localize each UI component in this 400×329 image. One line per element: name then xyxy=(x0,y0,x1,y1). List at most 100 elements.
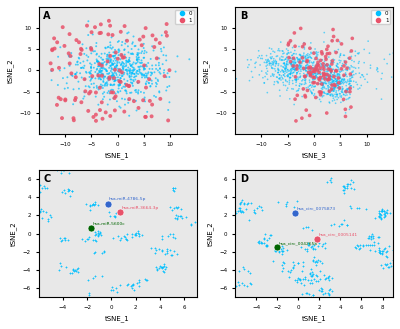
Point xyxy=(348,206,354,211)
Point xyxy=(134,80,141,86)
Point xyxy=(309,61,316,66)
Point xyxy=(332,68,338,74)
Point xyxy=(130,77,136,83)
Point xyxy=(342,89,348,94)
Point xyxy=(123,237,130,242)
Point xyxy=(346,107,353,112)
Point xyxy=(322,290,328,295)
Point xyxy=(323,74,330,79)
Point xyxy=(102,83,108,89)
Point xyxy=(122,88,128,93)
Point xyxy=(336,69,343,74)
Point xyxy=(308,66,314,71)
Point xyxy=(259,56,266,61)
Point xyxy=(375,69,381,74)
Point xyxy=(255,55,261,60)
Point xyxy=(286,75,293,81)
Point xyxy=(250,75,256,80)
Point xyxy=(284,67,291,72)
Point xyxy=(90,49,96,54)
Point xyxy=(280,245,286,251)
Point xyxy=(311,80,318,85)
Point xyxy=(328,68,334,73)
Point xyxy=(322,65,328,70)
Point xyxy=(326,100,333,106)
Point xyxy=(330,88,337,93)
Point xyxy=(335,81,341,86)
Point xyxy=(306,113,313,118)
Point xyxy=(115,53,122,58)
Point xyxy=(108,63,114,69)
Point xyxy=(120,55,126,60)
Point xyxy=(104,52,111,57)
Point xyxy=(192,220,198,225)
Point xyxy=(279,248,285,253)
Point xyxy=(118,78,124,84)
Point xyxy=(110,50,117,55)
Point xyxy=(143,82,149,87)
Point xyxy=(277,56,283,61)
Point xyxy=(284,86,291,91)
Point xyxy=(65,170,72,175)
Point xyxy=(276,72,283,78)
Point xyxy=(264,238,270,243)
Point xyxy=(126,58,132,63)
Point xyxy=(102,81,109,86)
Point xyxy=(142,95,148,100)
Point xyxy=(88,65,94,71)
Point xyxy=(92,49,98,54)
Point xyxy=(302,73,308,79)
Point xyxy=(287,56,294,61)
Point xyxy=(126,59,132,64)
Point xyxy=(332,84,338,89)
Point xyxy=(327,177,333,183)
Point xyxy=(305,53,311,58)
Point xyxy=(161,264,167,269)
Point xyxy=(330,74,336,79)
Point xyxy=(123,63,130,68)
Point xyxy=(290,56,297,61)
Point xyxy=(85,33,92,38)
Point xyxy=(339,76,345,82)
Point xyxy=(134,68,140,73)
Point xyxy=(338,67,345,72)
Point xyxy=(312,67,319,73)
Point xyxy=(115,77,121,83)
Point xyxy=(71,118,77,123)
Point xyxy=(324,274,331,280)
Point xyxy=(172,185,178,190)
Point xyxy=(107,114,114,119)
Point xyxy=(113,78,119,83)
Point xyxy=(113,51,119,56)
Point xyxy=(312,84,318,89)
Point xyxy=(82,238,89,243)
Point xyxy=(324,180,330,185)
Point xyxy=(106,65,112,70)
Point xyxy=(330,67,336,72)
Point xyxy=(134,280,140,285)
Point xyxy=(172,235,178,240)
Point xyxy=(77,51,84,57)
Point xyxy=(141,73,148,78)
Point xyxy=(105,44,112,49)
Point xyxy=(316,63,322,68)
Point xyxy=(338,68,344,74)
Point xyxy=(142,75,148,80)
Point xyxy=(310,71,316,77)
Point xyxy=(323,76,329,81)
Point xyxy=(78,65,84,70)
Point xyxy=(312,262,319,267)
Point xyxy=(260,75,266,80)
Point xyxy=(130,68,136,74)
Point xyxy=(288,268,294,273)
Point xyxy=(322,277,328,282)
Point xyxy=(126,73,133,78)
Point xyxy=(128,80,134,85)
Point xyxy=(303,52,310,58)
Point xyxy=(308,50,314,55)
Point xyxy=(355,61,362,66)
Point xyxy=(174,213,181,218)
Point xyxy=(283,62,290,67)
Point xyxy=(320,51,326,56)
Point xyxy=(306,68,313,73)
